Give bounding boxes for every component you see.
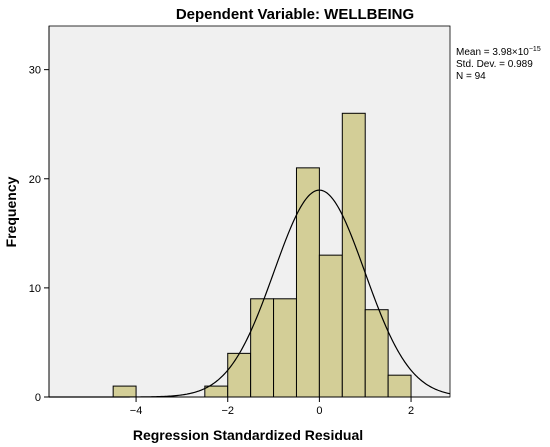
axes-group [48,26,450,398]
stats-mean: Mean = 3.98×10−15 [456,46,541,58]
histogram-bar [227,352,252,398]
histogram-bar [318,254,343,398]
y-tick-label: 20 [29,174,41,186]
x-tick-label: 2 [408,405,414,417]
histogram-bar [341,112,366,398]
x-axis-label: Regression Standardized Residual [133,427,363,443]
histogram-bar [250,298,275,398]
histogram-bar [204,385,229,398]
y-tick-label: 10 [29,283,41,295]
y-tick-label: 0 [35,392,41,404]
stats-n: N = 94 [456,71,486,82]
plot-area [48,25,451,398]
x-tick-label: −2 [221,405,234,417]
y-axis-label: Frequency [3,176,19,247]
x-tick-label: −4 [130,405,143,417]
y-tick-label: 30 [29,65,41,77]
stats-mean-exponent: −15 [529,46,541,53]
histogram-bar [387,374,412,398]
histogram-bar [112,385,137,398]
chart-title: Dependent Variable: WELLBEING [176,6,414,23]
stats-box: Mean = 3.98×10−15 Std. Dev. = 0.989 N = … [456,46,541,82]
histogram-bar [295,167,320,398]
x-tick-label: 0 [316,405,322,417]
bars-group [112,112,412,398]
stats-std-dev: Std. Dev. = 0.989 [456,59,533,70]
histogram-bar [273,298,297,398]
stats-mean-value: Mean = 3.98×10 [456,47,529,58]
